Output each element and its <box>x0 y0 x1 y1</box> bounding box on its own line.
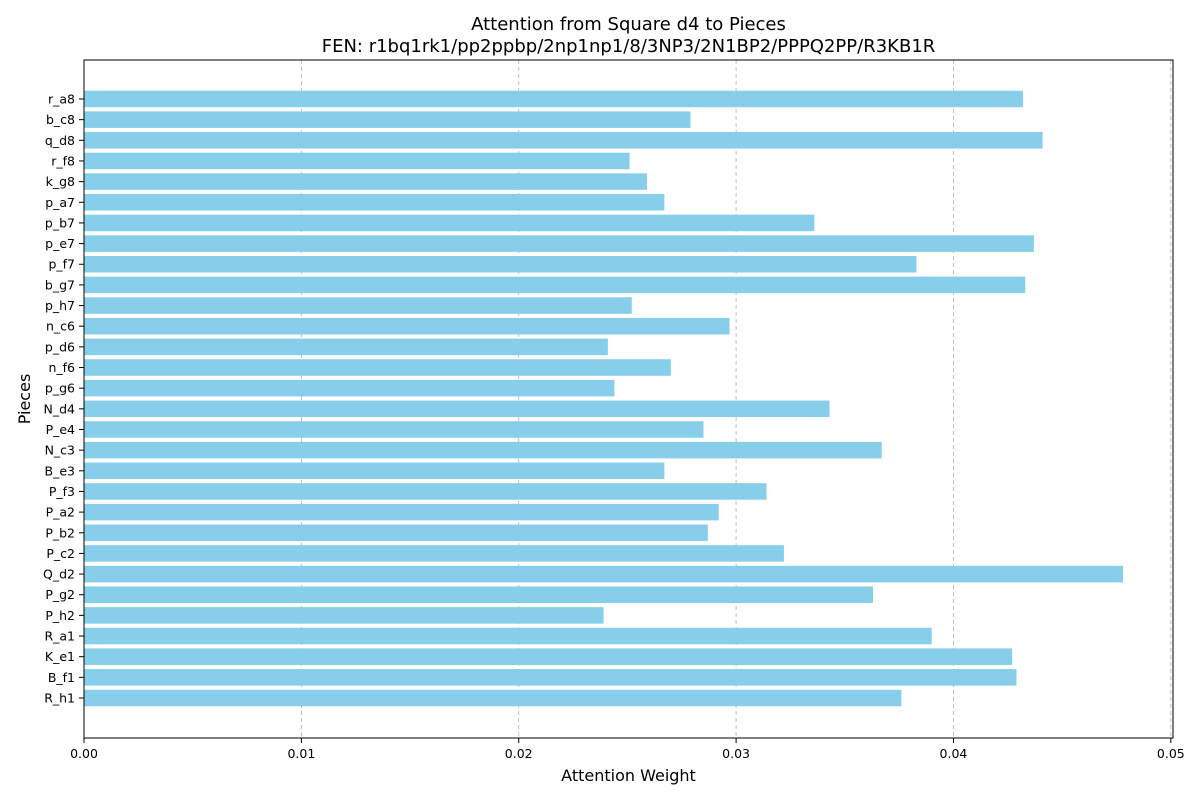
x-axis-ticks: 0.00 0.01 0.02 0.03 0.04 0.05 <box>70 738 1185 761</box>
bar-p_f7 <box>84 255 917 273</box>
bar-p_d6 <box>84 338 608 356</box>
plot-frame <box>83 59 1174 739</box>
grid-lines <box>300 60 1172 738</box>
y-tick-label: K_e1 <box>45 649 75 664</box>
bar-P_h2 <box>84 607 604 624</box>
y-tick-label: q_d8 <box>45 133 75 148</box>
bar-r_a8 <box>84 90 1024 108</box>
chart-subtitle: FEN: r1bq1rk1/pp2ppbp/2np1np1/8/3NP3/2N1… <box>322 36 936 57</box>
bar-R_h1 <box>84 689 902 707</box>
y-tick-label: p_a7 <box>45 195 75 210</box>
y-axis-ticks: r_a8 b_c8 q_d8 r_f8 k_g8 p_a7 p_b7 p_e7 p_f7 b_g7… <box>43 92 84 706</box>
y-tick-label: p_h7 <box>45 298 75 313</box>
bar-N_c3 <box>84 441 882 459</box>
bar-P_e4 <box>84 421 704 438</box>
bar-B_e3 <box>84 462 665 480</box>
bar-P_b2 <box>84 524 708 542</box>
bar-k_g8 <box>84 173 647 190</box>
y-tick-label: P_c2 <box>46 546 75 561</box>
bar-B_f1 <box>84 669 1017 686</box>
y-tick-label: N_d4 <box>44 401 76 416</box>
bar-P_a2 <box>84 503 719 521</box>
y-tick-label: R_a1 <box>44 629 75 644</box>
bar-r_f8 <box>84 152 630 170</box>
bar-q_d8 <box>84 132 1043 149</box>
y-tick-label: p_d6 <box>45 339 75 354</box>
y-tick-label: B_e3 <box>45 463 75 478</box>
y-tick-label: P_g2 <box>45 587 75 602</box>
bars <box>84 90 1124 707</box>
y-tick-label: p_f7 <box>48 257 75 272</box>
bar-b_g7 <box>84 276 1026 294</box>
bar-p_h7 <box>84 297 632 314</box>
axes <box>83 59 1174 739</box>
x-tick-label: 0.02 <box>505 746 533 761</box>
x-tick-label: 0.04 <box>940 746 968 761</box>
y-tick-label: R_h1 <box>44 691 75 706</box>
bar-p_e7 <box>84 235 1034 252</box>
bar-n_f6 <box>84 359 671 376</box>
y-tick-label: Q_d2 <box>43 567 75 582</box>
y-tick-label: P_a2 <box>46 505 75 520</box>
x-axis-label: Attention Weight <box>561 766 696 785</box>
bar-P_f3 <box>84 483 767 500</box>
bar-N_d4 <box>84 400 830 418</box>
bar-Q_d2 <box>84 565 1124 583</box>
y-tick-label: p_e7 <box>45 236 75 251</box>
bar-P_g2 <box>84 586 874 603</box>
y-tick-label: n_f6 <box>48 360 75 375</box>
bar-b_c8 <box>84 111 691 128</box>
x-tick-label: 0.05 <box>1157 746 1185 761</box>
y-tick-label: r_f8 <box>51 153 75 168</box>
chart-title: Attention from Square d4 to Pieces <box>471 14 786 35</box>
y-tick-label: B_f1 <box>48 670 75 685</box>
y-tick-label: N_c3 <box>45 443 75 458</box>
bar-p_a7 <box>84 194 665 211</box>
y-tick-label: b_g7 <box>45 277 75 292</box>
y-tick-label: r_a8 <box>48 92 75 107</box>
bar-n_c6 <box>84 317 730 335</box>
y-tick-label: P_h2 <box>45 608 75 623</box>
bar-P_c2 <box>84 545 784 562</box>
bar-p_g6 <box>84 379 615 397</box>
y-tick-label: P_b2 <box>45 525 75 540</box>
y-tick-label: k_g8 <box>46 174 75 189</box>
y-axis-label: Pieces <box>15 374 34 425</box>
x-tick-label: 0.00 <box>70 746 98 761</box>
y-tick-label: p_g6 <box>45 381 75 396</box>
y-tick-label: p_b7 <box>45 215 75 230</box>
bar-K_e1 <box>84 648 1013 665</box>
y-tick-label: P_f3 <box>49 484 75 499</box>
bar-p_b7 <box>84 214 815 232</box>
y-tick-label: P_e4 <box>46 422 75 437</box>
bar-R_a1 <box>84 627 932 645</box>
y-tick-label: n_c6 <box>46 319 75 334</box>
x-tick-label: 0.01 <box>287 746 315 761</box>
x-tick-label: 0.03 <box>722 746 750 761</box>
y-tick-label: b_c8 <box>46 112 75 127</box>
